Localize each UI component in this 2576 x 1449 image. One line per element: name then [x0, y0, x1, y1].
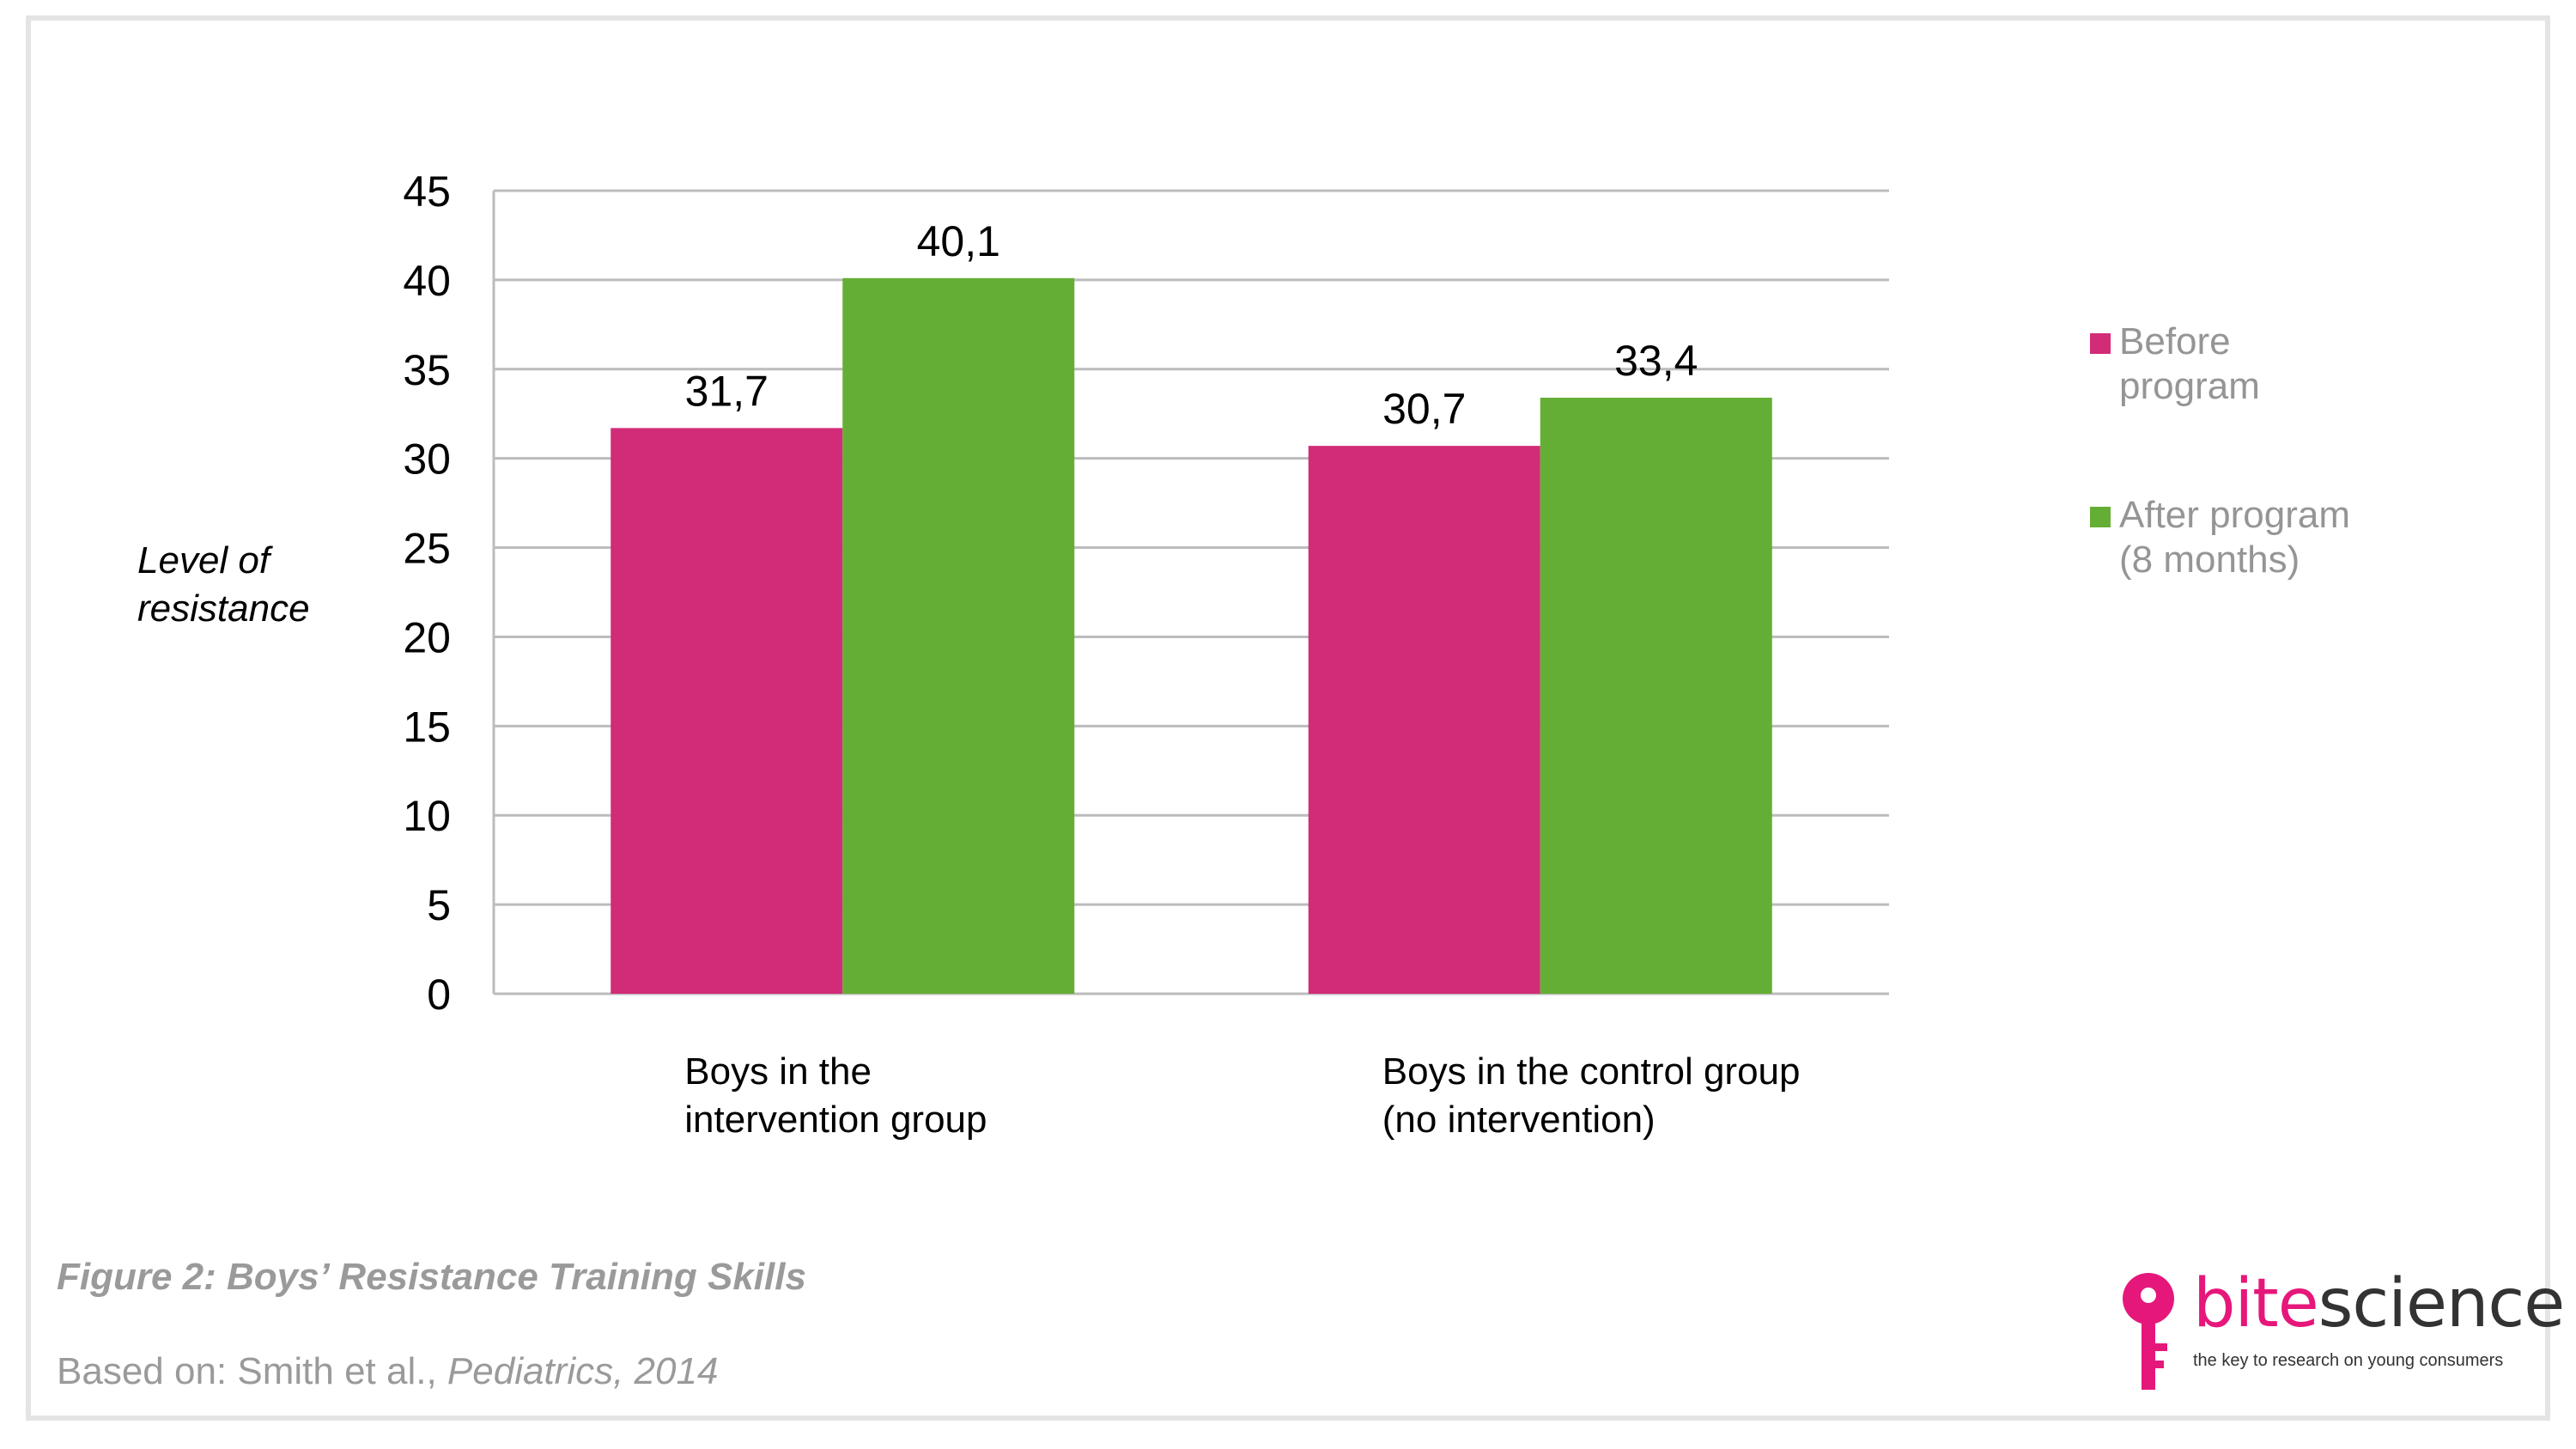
y-tick-label-35: 35	[403, 346, 451, 394]
legend-swatch-1	[2090, 507, 2111, 527]
logo-part-science: science	[2318, 1265, 2565, 1342]
figure-caption: Figure 2: Boys’ Resistance Training Skil…	[57, 1256, 806, 1298]
figure-frame	[26, 15, 2550, 1421]
data-label-1-0: 30,7	[1382, 385, 1466, 433]
bar-1-0	[1308, 446, 1540, 994]
bar-0-1	[842, 277, 1075, 994]
figure-source: Based on: Smith et al., Pediatrics, 2014	[57, 1350, 718, 1393]
x-category-label-0-0: Boys in the	[684, 1050, 872, 1093]
logo-tagline: the key to research on young consumers	[2193, 1351, 2504, 1370]
y-tick-label-40: 40	[403, 257, 451, 305]
legend-label-0-0: Before	[2119, 320, 2231, 362]
y-tick-label-30: 30	[403, 435, 451, 484]
legend-label-1-1: (8 months)	[2119, 539, 2300, 581]
bar-0-0	[611, 428, 843, 994]
y-axis-label-line-1: resistance	[137, 588, 310, 630]
source-authors: Based on: Smith et al.,	[57, 1350, 447, 1392]
logo-wordmark: bitescience	[2193, 1269, 2565, 1338]
x-category-label-0-1: intervention group	[684, 1099, 987, 1141]
data-label-0-1: 40,1	[917, 217, 1000, 265]
bitescience-logo: bitescience the key to research on young…	[2112, 1269, 2565, 1398]
y-tick-label-15: 15	[403, 703, 451, 751]
key-icon	[2123, 1273, 2174, 1390]
logo-part-bite: bite	[2193, 1265, 2319, 1342]
x-category-label-1-1: (no intervention)	[1382, 1099, 1656, 1141]
data-label-1-1: 33,4	[1614, 337, 1698, 385]
legend-swatch-0	[2090, 333, 2111, 354]
y-tick-label-25: 25	[403, 525, 451, 573]
legend-label-0-1: program	[2119, 365, 2260, 407]
y-tick-label-20: 20	[403, 613, 451, 661]
legend-label-1-0: After program	[2119, 494, 2350, 536]
y-tick-label-10: 10	[403, 792, 451, 840]
bar-1-1	[1540, 398, 1772, 994]
y-tick-label-45: 45	[403, 167, 451, 216]
data-label-0-0: 31,7	[685, 367, 769, 415]
y-tick-label-0: 0	[427, 971, 451, 1019]
y-axis-label-line-0: Level of	[137, 539, 274, 581]
x-category-label-1-0: Boys in the control group	[1382, 1050, 1801, 1093]
y-tick-label-5: 5	[427, 881, 451, 929]
source-publication: Pediatrics, 2014	[447, 1350, 719, 1392]
